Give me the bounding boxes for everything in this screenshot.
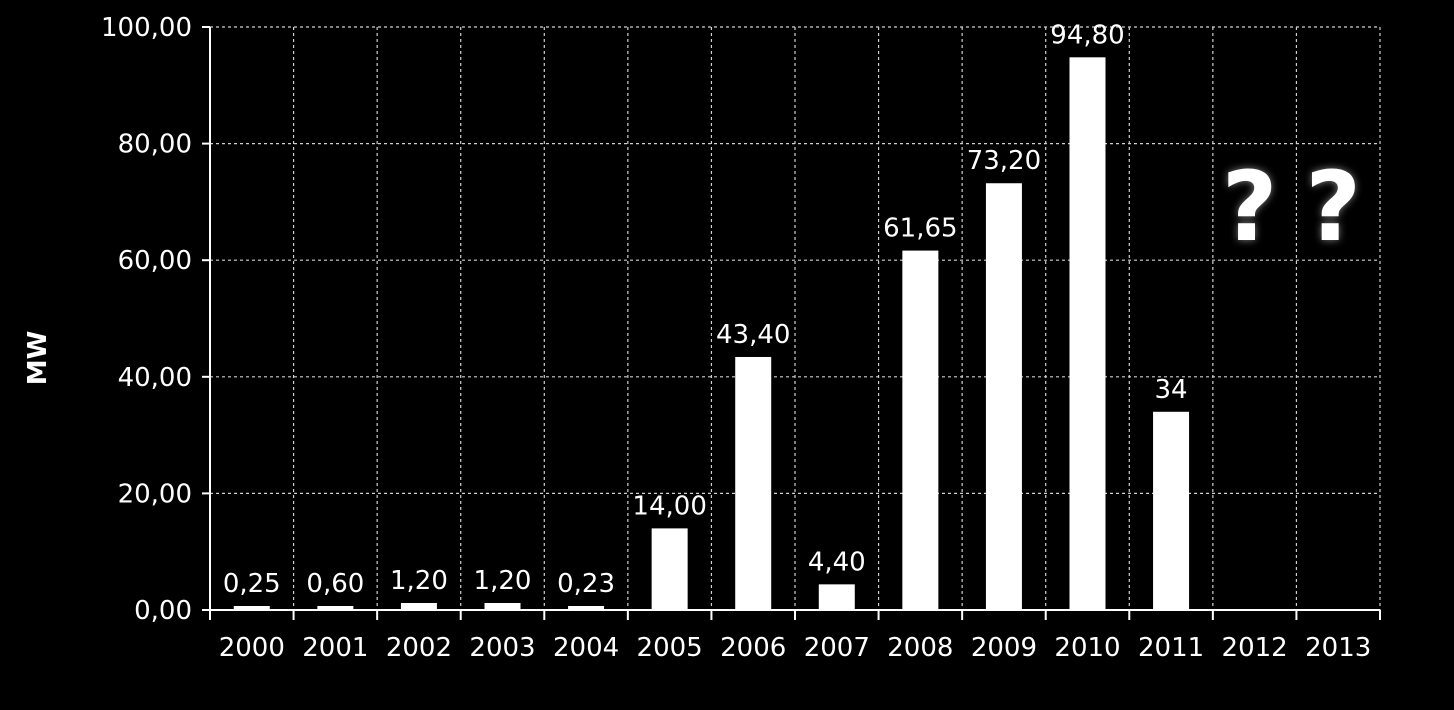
data-label-2000: 0,25 [223,569,281,599]
bar-2010 [1069,57,1106,611]
y-tick-label: 60,00 [118,246,192,276]
bar-2004 [568,606,605,610]
annotation-question-mark: ? [1305,151,1361,263]
x-tick-label: 2006 [720,633,786,663]
gridlines [210,26,1381,610]
x-tick-label: 2000 [219,633,285,663]
data-label-2010: 94,80 [1050,20,1124,50]
x-tick-label: 2002 [386,633,452,663]
bar-2006 [735,356,772,610]
x-tick-label: 2010 [1054,633,1120,663]
data-label-2002: 1,20 [390,566,448,596]
x-tick-label: 2005 [637,633,703,663]
data-label-2008: 61,65 [883,214,957,244]
bar-2000 [233,606,270,610]
x-tick-label: 2011 [1138,633,1204,663]
data-label-2011: 34 [1155,375,1188,405]
x-tick-label: 2007 [804,633,870,663]
y-tick-label: 0,00 [134,596,192,626]
bar-2001 [317,606,354,610]
y-tick-label: 40,00 [118,363,192,393]
data-label-2004: 0,23 [557,569,615,599]
axes: 0,00 20,00 40,00 60,00 80,00 100,00 2000 2001 20… [101,13,1381,663]
bar-2002 [400,603,437,610]
bars [233,57,1190,611]
x-tick-label: 2003 [469,633,535,663]
annotations: ?? [1222,151,1361,263]
y-tick-label: 100,00 [101,13,192,43]
bar-2008 [902,250,939,610]
x-tick-label: 2008 [887,633,953,663]
bar-2009 [985,183,1022,610]
x-tick-label: 2004 [553,633,619,663]
y-tick-label: 20,00 [118,479,192,509]
bar-2003 [484,603,521,610]
data-label-2005: 14,00 [632,491,706,521]
y-axis-title: MW [23,331,53,386]
x-tick-label: 2001 [302,633,368,663]
bar-2007 [818,584,855,610]
data-label-2001: 0,60 [306,569,364,599]
data-labels: 0,25 0,60 1,20 1,20 0,23 14,00 43,40 4,40 61,65 7… [223,20,1188,599]
x-tick-label: 2012 [1222,633,1288,663]
data-label-2009: 73,20 [967,146,1041,176]
x-tick-label: 2009 [971,633,1037,663]
x-tick-label: 2013 [1305,633,1371,663]
y-tick-label: 80,00 [118,130,192,160]
data-label-2003: 1,20 [474,566,532,596]
data-label-2006: 43,40 [716,320,790,350]
data-label-2007: 4,40 [808,547,866,577]
annotation-question-mark: ? [1222,151,1278,263]
bar-2011 [1153,411,1190,610]
bar-2005 [651,528,688,610]
